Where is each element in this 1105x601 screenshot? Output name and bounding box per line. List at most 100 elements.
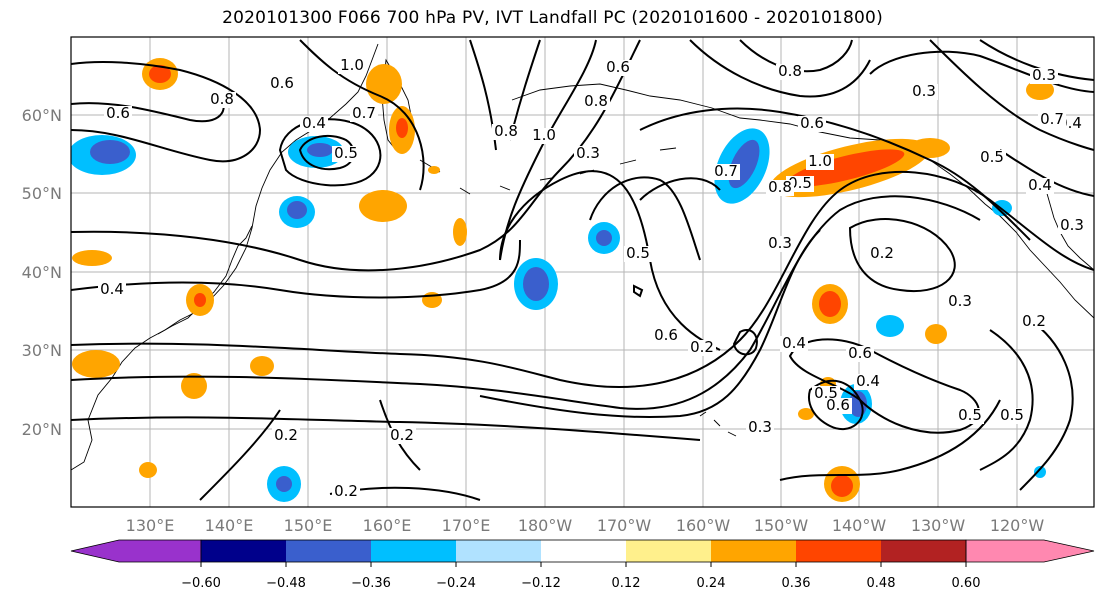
contour-line [869, 50, 1094, 93]
positive-anomaly-north-pacific-west [359, 166, 467, 246]
colorbar-tick-label: −0.48 [266, 576, 306, 591]
longitude-label: 170°E [442, 516, 491, 535]
contour-label: 0.7 [1040, 110, 1064, 128]
latitude-label: 60°N [22, 106, 62, 125]
negative-anomaly-dateline [514, 222, 620, 310]
colorbar-tick-labels: −0.60 −0.48 −0.36 −0.24 −0.12 0.12 0.24 0.36 0.4… [181, 562, 980, 591]
longitude-label: 120°W [990, 516, 1045, 535]
longitude-label: 180°W [518, 516, 573, 535]
longitude-label: 170°W [597, 516, 652, 535]
latitude-labels: 60°N 50°N 40°N 30°N 20°N [22, 106, 62, 439]
map-border [70, 36, 1095, 508]
contour-label-background [604, 60, 632, 76]
contour-line [479, 229, 821, 418]
latitude-label: 40°N [22, 263, 62, 282]
colorbar-tick-label: −0.24 [436, 576, 476, 591]
contour-label: 0.6 [826, 396, 850, 414]
contour-label-background [492, 124, 520, 140]
contour-label-background [978, 150, 1006, 166]
contour-line [739, 39, 853, 73]
colorbar-swatch [541, 540, 626, 562]
colorbar-swatch [371, 540, 456, 562]
contour-label: 1.0 [808, 152, 832, 170]
colorbar-swatch [626, 540, 711, 562]
longitude-label: 150°E [284, 516, 333, 535]
contour-label-background [846, 346, 874, 362]
contour-label-background [780, 336, 808, 352]
contour-label: 0.2 [690, 338, 714, 356]
contour-label: 0.6 [106, 104, 130, 122]
longitude-label: 140°W [832, 516, 887, 535]
contour-label: 0.8 [768, 178, 792, 196]
contour-line [299, 39, 425, 191]
contour-label-background [208, 92, 236, 108]
colorbar-tick-label: 0.36 [782, 576, 811, 591]
contour-label: 0.5 [626, 244, 650, 262]
contour-label: 1.0 [532, 126, 556, 144]
contour-label-background [998, 408, 1026, 424]
colorbar-swatch [286, 540, 371, 562]
contour-line [639, 177, 721, 201]
positive-anomaly-kamchatka [142, 58, 178, 90]
contour-label-background [350, 106, 378, 122]
contour-label: 0.2 [870, 244, 894, 262]
longitude-label: 130°W [911, 516, 966, 535]
positive-anomaly-western-subtropics [72, 250, 442, 478]
contour-line [929, 39, 1094, 151]
colorbar-swatch [711, 540, 796, 562]
contour-label: 0.3 [1060, 216, 1084, 234]
contour-label: 0.2 [334, 482, 358, 500]
contour-label: 0.6 [848, 344, 872, 362]
contour-label-background [332, 484, 360, 500]
contour-label-background [1026, 178, 1054, 194]
contour-label-background [652, 328, 680, 344]
contour-label-background [1038, 112, 1066, 128]
latitude-label: 30°N [22, 341, 62, 360]
colorbar-tick-label: −0.12 [521, 576, 561, 591]
contour-label-background [776, 64, 804, 80]
contour-line [199, 409, 281, 501]
colorbar-tick-label: 0.60 [952, 576, 981, 591]
contour-label-background [712, 164, 740, 180]
map-title: 2020101300 F066 700 hPa PV, IVT Landfall… [222, 8, 883, 28]
contour-label: 0.6 [654, 326, 678, 344]
contour-line [1019, 319, 1074, 491]
contour-label-background [272, 428, 300, 444]
contour-label-background [300, 116, 328, 132]
contour-line [71, 39, 641, 272]
positive-anomaly-subtropics-east [812, 284, 947, 344]
longitude-label: 160°W [676, 516, 731, 535]
contour-label: 0.2 [390, 426, 414, 444]
contour-labels: 0.6 0.8 0.6 1.0 0.4 0.5 0.7 0.4 0.8 1.0 0.3 0.8 0.6 0… [98, 56, 1086, 500]
contour-label-background [268, 76, 296, 92]
contour-label-background [806, 154, 834, 170]
contour-label-background [854, 374, 882, 390]
contour-line [71, 170, 1094, 388]
contour-label-background [624, 246, 652, 262]
contour-line [633, 284, 644, 298]
contour-label-background [798, 116, 826, 132]
contour-label: 0.4 [1028, 176, 1052, 194]
contour-label: 0.6 [800, 114, 824, 132]
colorbar-swatch [796, 540, 881, 562]
contour-label-background [574, 146, 602, 162]
colorbar-swatch [70, 539, 202, 563]
contour-label: 0.8 [778, 62, 802, 80]
contour-label: 0.3 [1032, 66, 1056, 84]
asia-coastline [71, 43, 379, 471]
contour-label: 0.3 [768, 234, 792, 252]
contour-label-background [1030, 68, 1058, 84]
contour-line [779, 399, 1001, 481]
colorbar-tick-label: 0.12 [612, 576, 641, 591]
contour-label: 0.3 [912, 82, 936, 100]
contour-label: 0.6 [606, 58, 630, 76]
contour-line [732, 329, 758, 356]
contour-label: 0.5 [1000, 406, 1024, 424]
contour-label: 0.2 [274, 426, 298, 444]
colorbar-tick-label: 0.24 [697, 576, 726, 591]
contour-label: 0.8 [494, 122, 518, 140]
contour-label: 0.3 [948, 292, 972, 310]
contour-line [71, 416, 701, 441]
contour-label: 0.4 [782, 334, 806, 352]
longitude-label: 130°E [126, 516, 175, 535]
